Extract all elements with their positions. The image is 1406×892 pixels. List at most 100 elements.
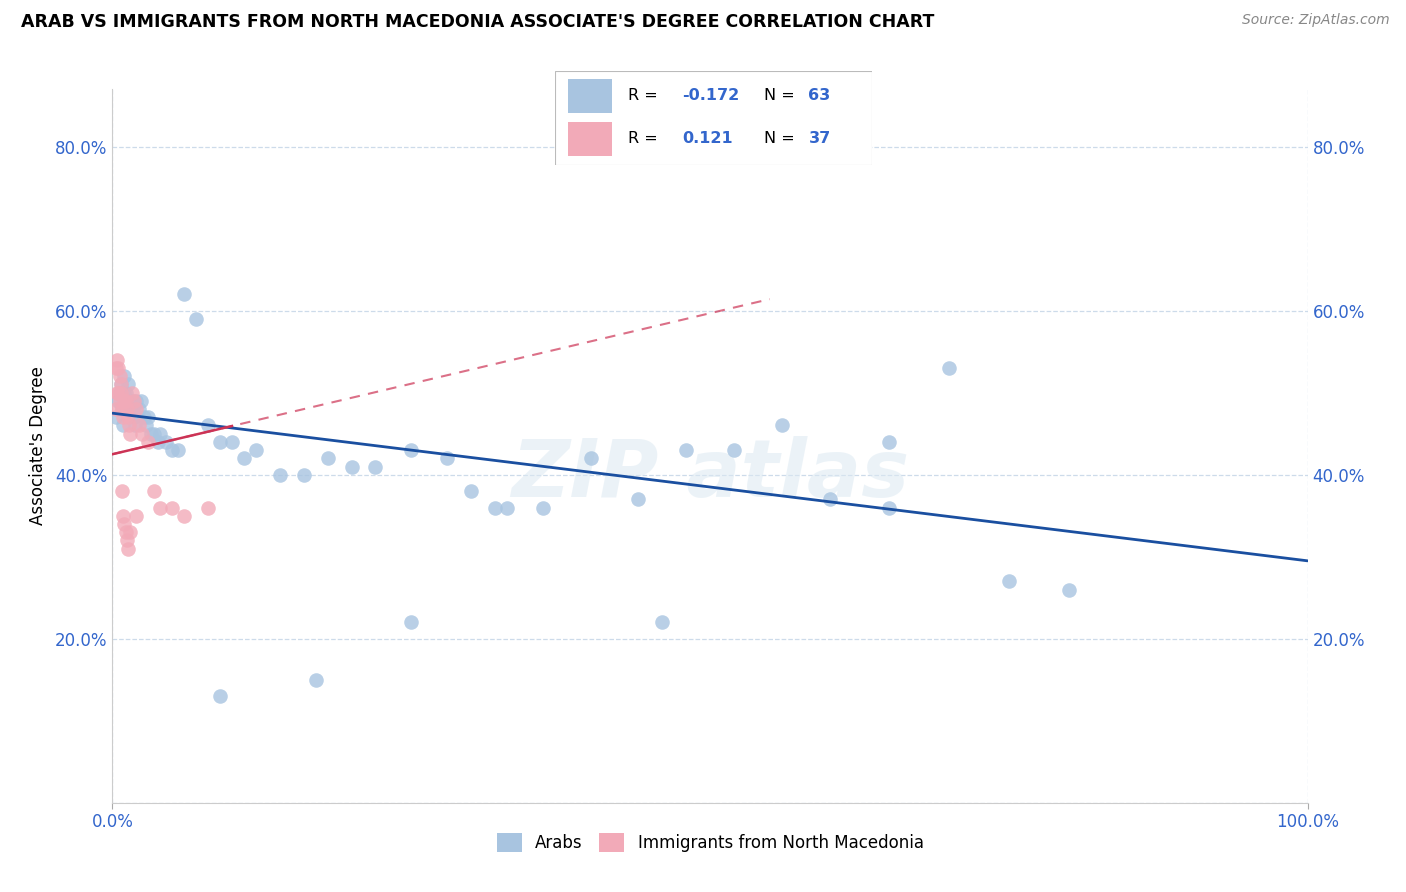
Point — [879, 434, 901, 449]
Text: ARAB VS IMMIGRANTS FROM NORTH MACEDONIA ASSOCIATE'S DEGREE CORRELATION CHART: ARAB VS IMMIGRANTS FROM NORTH MACEDONIA … — [21, 13, 935, 31]
Point — [111, 402, 134, 417]
Point — [818, 492, 841, 507]
Point — [131, 426, 153, 441]
Point — [233, 451, 256, 466]
Point — [105, 402, 128, 417]
Point — [167, 443, 190, 458]
Point — [138, 410, 160, 425]
Point — [143, 484, 166, 499]
FancyBboxPatch shape — [568, 122, 613, 156]
Point — [149, 500, 172, 515]
Point — [117, 377, 139, 392]
Point — [121, 393, 143, 408]
Point — [484, 500, 506, 515]
Point — [305, 673, 328, 687]
Point — [1057, 582, 1080, 597]
Text: -0.172: -0.172 — [682, 88, 740, 103]
Point — [107, 385, 129, 400]
Text: R =: R = — [628, 88, 664, 103]
Text: 37: 37 — [808, 131, 831, 146]
Point — [114, 369, 135, 384]
Point — [627, 492, 650, 507]
Point — [143, 426, 166, 441]
Point — [118, 402, 141, 417]
Point — [107, 361, 129, 376]
Point — [117, 410, 139, 425]
Point — [121, 385, 143, 400]
Point — [138, 434, 160, 449]
Point — [197, 500, 219, 515]
Point — [122, 393, 145, 408]
Point — [120, 525, 142, 540]
Point — [114, 393, 135, 408]
Point — [209, 689, 232, 703]
Point — [221, 434, 243, 449]
Point — [125, 402, 148, 417]
Point — [460, 484, 482, 499]
Point — [105, 410, 128, 425]
Point — [112, 418, 135, 433]
Point — [496, 500, 519, 515]
Point — [115, 533, 138, 548]
Text: 0.121: 0.121 — [682, 131, 733, 146]
Point — [105, 385, 128, 400]
Point — [110, 385, 132, 400]
Point — [128, 418, 150, 433]
Text: N =: N = — [765, 88, 800, 103]
Point — [107, 393, 129, 408]
Point — [292, 467, 315, 482]
Point — [108, 385, 131, 400]
Point — [114, 385, 135, 400]
Point — [110, 377, 132, 392]
Point — [340, 459, 363, 474]
Point — [120, 393, 142, 408]
Point — [112, 508, 135, 523]
Point — [114, 393, 136, 408]
Point — [124, 418, 146, 433]
Point — [401, 443, 423, 458]
Point — [998, 574, 1021, 589]
Point — [112, 410, 135, 425]
Point — [114, 385, 136, 400]
Point — [128, 402, 150, 417]
Legend: Arabs, Immigrants from North Macedonia: Arabs, Immigrants from North Macedonia — [489, 827, 931, 859]
Point — [129, 393, 152, 408]
Point — [111, 484, 134, 499]
FancyBboxPatch shape — [555, 71, 872, 165]
Point — [197, 418, 219, 433]
Point — [121, 402, 143, 417]
Text: 63: 63 — [808, 88, 831, 103]
Point — [125, 393, 148, 408]
Point — [209, 434, 232, 449]
Point — [531, 500, 554, 515]
Point — [105, 352, 128, 367]
Point — [115, 393, 138, 408]
Point — [122, 410, 145, 425]
Point — [173, 508, 195, 523]
FancyBboxPatch shape — [568, 78, 613, 112]
Point — [436, 451, 458, 466]
Point — [111, 402, 134, 417]
Point — [149, 426, 172, 441]
Text: N =: N = — [765, 131, 800, 146]
Point — [108, 369, 131, 384]
Point — [135, 418, 157, 433]
Point — [105, 361, 128, 376]
Point — [118, 418, 141, 433]
Point — [125, 508, 148, 523]
Text: ZIP atlas: ZIP atlas — [510, 435, 910, 514]
Point — [114, 516, 135, 531]
Point — [115, 402, 138, 417]
Point — [938, 361, 960, 376]
Point — [364, 459, 387, 474]
Point — [186, 311, 208, 326]
Y-axis label: Associate's Degree: Associate's Degree — [28, 367, 46, 525]
Text: R =: R = — [628, 131, 664, 146]
Point — [120, 426, 142, 441]
Point — [675, 443, 697, 458]
Text: Source: ZipAtlas.com: Source: ZipAtlas.com — [1241, 13, 1389, 28]
Point — [117, 541, 139, 556]
Point — [723, 443, 745, 458]
Point — [401, 615, 423, 630]
Point — [162, 443, 183, 458]
